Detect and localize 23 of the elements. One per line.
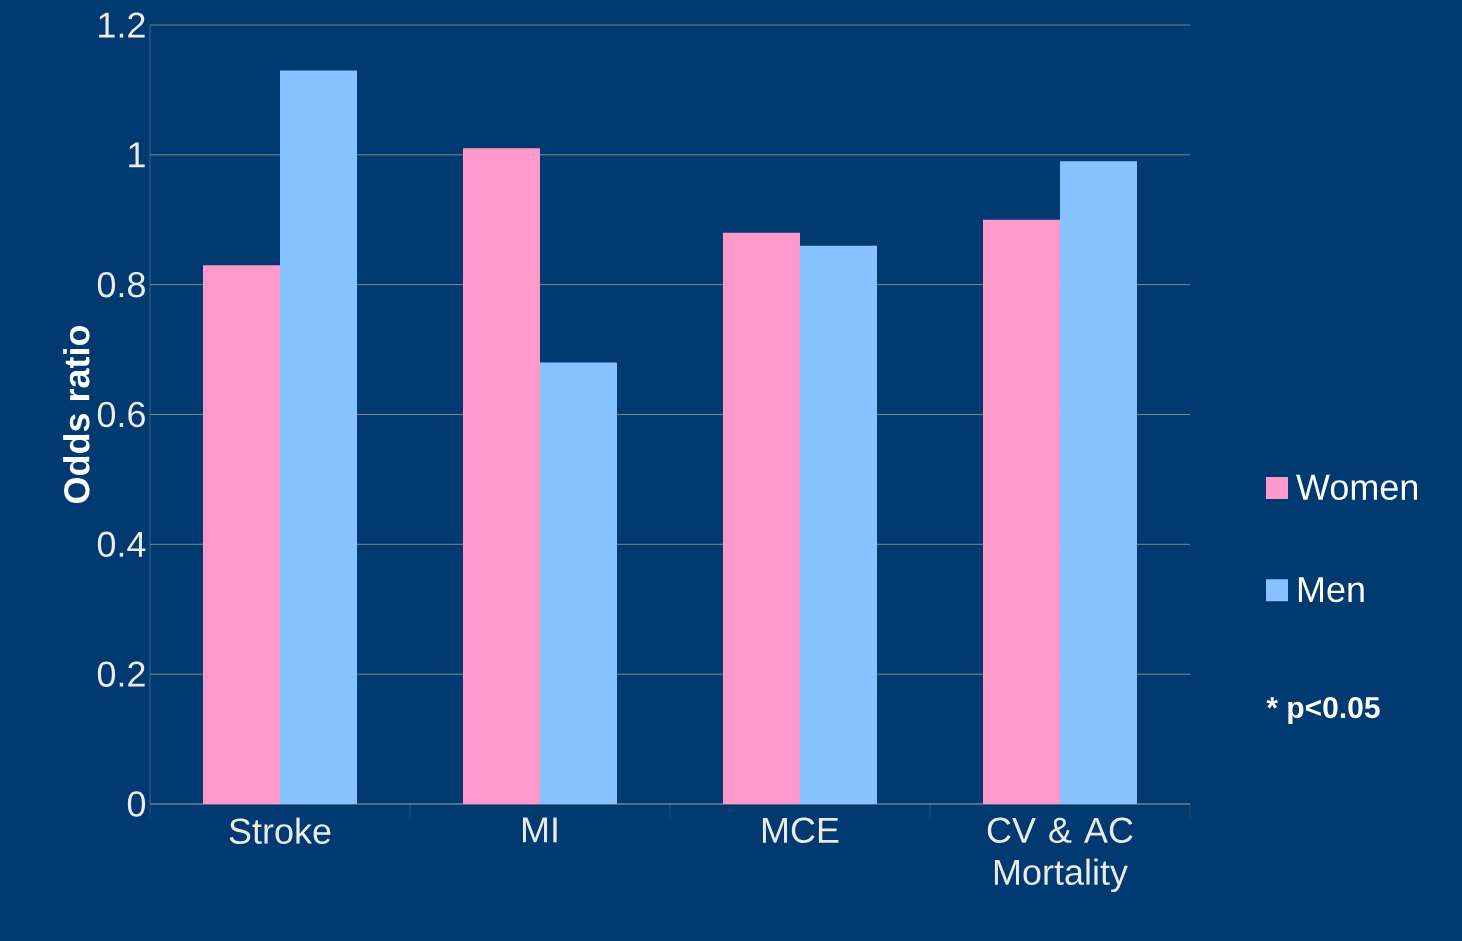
text: * p<0.05 (1266, 696, 1380, 725)
y-tick-label: 0.4 (97, 531, 146, 558)
bar (540, 362, 617, 804)
legend-label: Women (1296, 474, 1418, 500)
bar (982, 219, 1060, 804)
y-tick-label: 1.2 (99, 12, 145, 38)
x-tick-label: MI (522, 817, 557, 843)
bar (1059, 161, 1137, 804)
bar (280, 70, 358, 804)
bar (463, 148, 540, 804)
bar (722, 232, 800, 804)
x-tick-label: Stroke (229, 817, 331, 844)
legend-label: Men (1298, 577, 1364, 603)
y-tick-label: 0.6 (97, 401, 145, 428)
y-axis-title: Odds ratio (63, 325, 90, 504)
x-tick-label: MCE (762, 817, 839, 843)
y-tick-label: 0 (127, 791, 146, 817)
y-tick-label: 1 (129, 142, 145, 168)
y-tick-label: 0.2 (97, 661, 145, 687)
bar (799, 245, 877, 804)
y-tick-label: 0.8 (97, 271, 145, 298)
bar (203, 265, 280, 804)
x-tick-label: CV & AC Mortality (987, 817, 1133, 893)
